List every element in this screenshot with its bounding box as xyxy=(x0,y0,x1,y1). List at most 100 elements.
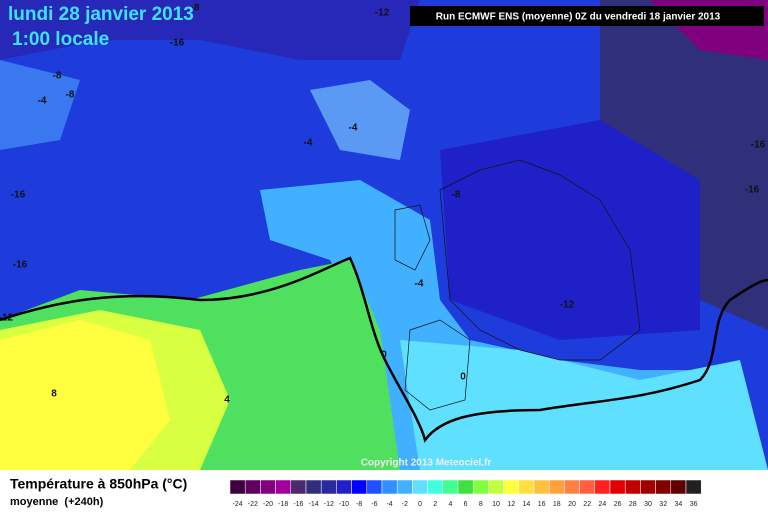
time-label: 1:00 locale xyxy=(12,29,109,50)
region-cold-north xyxy=(0,0,420,60)
contour-label: 8 xyxy=(51,389,57,400)
contour-label: 0 xyxy=(460,372,466,383)
color-swatch xyxy=(533,479,550,495)
scale-label: 36 xyxy=(690,501,698,508)
scale-label: 0 xyxy=(418,501,422,508)
contour-label: -16 xyxy=(751,140,766,151)
contour-label: -12 xyxy=(560,300,575,311)
scale-label: 26 xyxy=(614,501,622,508)
scale-label: 2 xyxy=(433,501,437,508)
color-swatch xyxy=(320,479,337,495)
scale-label: -16 xyxy=(293,501,303,508)
scale-label: -6 xyxy=(371,501,377,508)
scale-label: 28 xyxy=(629,501,637,508)
region-iceland xyxy=(310,80,410,160)
footer-title: Température à 850hPa (°C) xyxy=(10,476,187,492)
color-swatch xyxy=(472,479,489,495)
color-swatch xyxy=(244,479,261,495)
map xyxy=(0,0,768,470)
contour-label: -8 xyxy=(66,90,75,101)
scale-label: -20 xyxy=(263,501,273,508)
region-cold-europe xyxy=(440,120,700,340)
scale-label: 24 xyxy=(599,501,607,508)
scale-label: -12 xyxy=(324,501,334,508)
color-swatch xyxy=(427,479,444,495)
region-greenland xyxy=(0,60,80,150)
scale-label: 4 xyxy=(448,501,452,508)
contour-label: -16 xyxy=(745,185,760,196)
scale-label: 20 xyxy=(568,501,576,508)
contour-label: 4 xyxy=(224,395,230,406)
scale-label: -10 xyxy=(339,501,349,508)
color-swatch xyxy=(640,479,656,495)
color-swatch xyxy=(351,479,368,495)
date-label: lundi 28 janvier 2013 xyxy=(8,4,194,25)
color-scale: -24 -22 -20 -18 -16 -14 -12 -10 -8 -6 -4 -2 0 2 4 6 8 10 1… xyxy=(229,479,702,508)
color-swatch xyxy=(442,479,459,495)
scale-label: -4 xyxy=(386,501,392,508)
scale-label: 10 xyxy=(492,501,500,508)
scale-label: 16 xyxy=(538,501,546,508)
color-swatch xyxy=(290,479,307,495)
run-label: Run ECMWF ENS (moyenne) 0Z du vendredi 1… xyxy=(436,12,721,23)
copyright: Copyright 2013 Meteociel.fr xyxy=(361,458,492,469)
scale-label: -22 xyxy=(248,501,258,508)
color-swatch xyxy=(366,479,383,495)
footer-subtitle: moyenne (+240h) xyxy=(10,496,104,508)
contour-labels: -8 -12 -16 -8 -4 -8 -4 -4 -16 -16 -16 -12 -16 -8 -4 -12… xyxy=(0,3,766,406)
contour-label: -4 xyxy=(38,96,47,107)
scale-label: 14 xyxy=(523,501,531,508)
color-swatch xyxy=(685,479,702,495)
region-mediterranean xyxy=(400,340,768,470)
contour-label: 0 xyxy=(381,350,387,361)
color-swatch xyxy=(564,479,580,495)
color-swatch xyxy=(457,479,474,495)
scale-label: -18 xyxy=(278,501,288,508)
scale-label: 8 xyxy=(479,501,483,508)
scale-label: -2 xyxy=(402,501,408,508)
contour-label: -12 xyxy=(375,8,390,19)
scale-label: 30 xyxy=(644,501,652,508)
contour-label: -16 xyxy=(11,190,26,201)
contour-label: -16 xyxy=(13,260,28,271)
color-swatch xyxy=(396,479,413,495)
contour-label: -12 xyxy=(0,313,14,324)
region-warmest xyxy=(0,320,170,470)
contour-label: -8 xyxy=(53,71,62,82)
scale-label: 32 xyxy=(659,501,667,508)
color-swatch xyxy=(594,479,611,495)
color-swatch xyxy=(260,479,276,495)
zero-isotherm xyxy=(0,256,768,443)
color-swatch xyxy=(275,479,292,495)
scale-label: 12 xyxy=(507,501,515,508)
scale-label: -24 xyxy=(233,501,243,508)
color-swatch xyxy=(548,479,565,495)
color-swatch xyxy=(609,479,626,495)
color-swatch xyxy=(229,479,246,495)
contour-label: -4 xyxy=(349,123,358,134)
scale-label: 6 xyxy=(464,501,468,508)
contour-label: -8 xyxy=(191,3,200,14)
color-swatch xyxy=(488,479,504,495)
color-swatch xyxy=(518,479,535,495)
color-swatch xyxy=(412,479,428,495)
color-swatch xyxy=(670,479,687,495)
coastlines xyxy=(394,159,641,411)
run-box xyxy=(410,6,764,26)
contour-label: -4 xyxy=(304,138,313,149)
scale-label: 18 xyxy=(553,501,561,508)
scale-label: 34 xyxy=(675,501,683,508)
color-swatch xyxy=(305,479,322,495)
color-swatch xyxy=(336,479,352,495)
contour-label: -8 xyxy=(452,190,461,201)
color-swatch xyxy=(624,479,641,495)
contour-label: -4 xyxy=(415,279,424,290)
scale-label: -8 xyxy=(356,501,362,508)
color-swatch xyxy=(655,479,672,495)
color-swatch xyxy=(503,479,520,495)
contour-label: -16 xyxy=(170,38,185,49)
scale-label: 22 xyxy=(583,501,591,508)
color-swatch xyxy=(381,479,398,495)
scale-label: -14 xyxy=(309,501,319,508)
